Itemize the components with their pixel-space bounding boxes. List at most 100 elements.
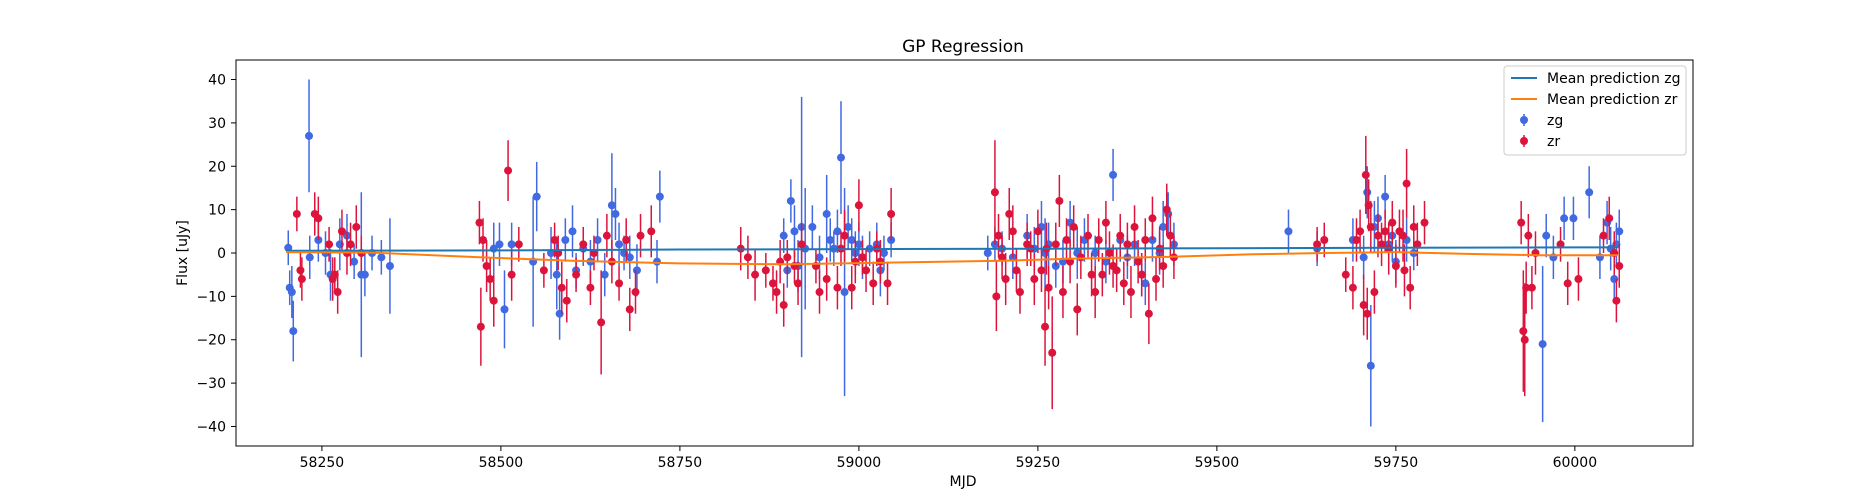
data-point-zg: [1284, 227, 1293, 236]
data-point-zr: [1388, 218, 1397, 227]
legend-marker-swatch: [1520, 116, 1528, 124]
data-point-zr: [631, 288, 640, 297]
data-point-zr: [847, 283, 856, 292]
data-point-zg: [836, 153, 845, 162]
data-point-zr: [1058, 288, 1067, 297]
data-point-zg: [1615, 227, 1624, 236]
data-point-zr: [579, 240, 588, 249]
y-tick-label: 40: [208, 73, 226, 89]
x-tick-label: 58500: [479, 455, 524, 471]
data-point-zg: [561, 235, 570, 244]
data-point-zr: [761, 266, 770, 275]
data-point-zr: [486, 275, 495, 284]
data-point-zr: [1062, 235, 1071, 244]
data-point-zr: [1051, 240, 1060, 249]
data-point-zr: [1574, 275, 1583, 284]
data-point-zg: [568, 227, 577, 236]
mean-line-Mean prediction zg: [286, 246, 1618, 252]
legend-label: zg: [1547, 113, 1563, 129]
data-point-zr: [1123, 240, 1132, 249]
data-point-zr: [1030, 275, 1039, 284]
data-point-zg: [507, 240, 516, 249]
data-point-zr: [876, 257, 885, 266]
data-point-zr: [1015, 288, 1024, 297]
data-point-zr: [1166, 231, 1175, 240]
y-tick-label: 0: [217, 246, 226, 262]
data-point-zg: [1542, 231, 1551, 240]
data-point-zr: [514, 240, 523, 249]
data-point-zg: [615, 240, 624, 249]
y-tick-label: −30: [196, 376, 226, 392]
data-point-zg: [593, 235, 602, 244]
data-point-zg: [287, 288, 296, 297]
data-point-zg: [833, 227, 842, 236]
data-point-zg: [625, 253, 634, 262]
data-point-zg: [500, 305, 509, 314]
data-point-zr: [589, 249, 598, 257]
data-point-zr: [1527, 283, 1536, 292]
data-point-zr: [557, 283, 566, 292]
data-point-zg: [632, 266, 641, 275]
data-point-zg: [1141, 279, 1150, 288]
data-point-zr: [1361, 170, 1370, 179]
data-point-zr: [1381, 227, 1390, 236]
data-point-zr: [1087, 270, 1096, 279]
data-point-zr: [854, 201, 863, 210]
legend-label: Mean prediction zg: [1547, 71, 1681, 87]
data-point-zr: [1119, 279, 1128, 288]
plot-area: [284, 79, 1624, 427]
data-point-zr: [1348, 283, 1357, 292]
data-point-zr: [1069, 222, 1078, 231]
data-point-zr: [489, 296, 498, 305]
data-point-zg: [844, 222, 853, 231]
data-point-zr: [1084, 231, 1093, 240]
data-point-zr: [1413, 240, 1422, 249]
data-point-zr: [482, 262, 491, 271]
data-point-zr: [1406, 283, 1415, 292]
data-point-zr: [1363, 309, 1372, 318]
data-point-zr: [597, 318, 606, 327]
data-point-zr: [869, 279, 878, 288]
x-tick-label: 59750: [1374, 455, 1419, 471]
legend-entry: zg: [1520, 113, 1563, 129]
data-point-zr: [550, 235, 559, 244]
data-point-zg: [790, 227, 799, 236]
data-point-zr: [296, 266, 305, 275]
data-point-zr: [887, 209, 896, 218]
data-point-zr: [1033, 227, 1042, 236]
y-tick-label: 20: [208, 159, 226, 175]
data-point-zr: [1563, 279, 1572, 288]
data-point-zg: [1101, 257, 1110, 266]
data-point-zr: [858, 253, 867, 262]
x-tick-label: 59000: [837, 455, 882, 471]
data-point-zg: [350, 257, 359, 266]
data-point-zr: [990, 188, 999, 197]
legend-marker-swatch: [1520, 137, 1528, 145]
data-point-zr: [1126, 288, 1135, 297]
data-point-zg: [305, 131, 314, 140]
mean-line-Mean prediction zr: [286, 251, 1618, 266]
legend-box: [1503, 65, 1687, 156]
data-point-zr: [783, 253, 792, 262]
data-point-zr: [1356, 227, 1365, 236]
data-point-zr: [1005, 209, 1014, 218]
data-point-zr: [1399, 231, 1408, 240]
data-point-zr: [297, 275, 306, 284]
data-point-zr: [314, 214, 323, 223]
y-tick-label: 30: [208, 116, 226, 132]
data-point-zg: [808, 222, 817, 231]
data-point-zr: [1520, 335, 1529, 344]
data-point-zg: [289, 327, 298, 336]
y-tick-label: −10: [196, 289, 226, 305]
data-point-zr: [476, 322, 485, 331]
data-point-zg: [600, 270, 609, 279]
data-point-zr: [1001, 275, 1010, 284]
data-point-zr: [994, 231, 1003, 240]
data-point-zr: [1162, 205, 1171, 214]
data-point-zr: [539, 266, 548, 275]
data-point-zr: [333, 288, 342, 297]
data-point-zg: [1359, 253, 1368, 262]
data-point-zg: [1366, 361, 1375, 370]
data-point-zr: [292, 209, 301, 218]
